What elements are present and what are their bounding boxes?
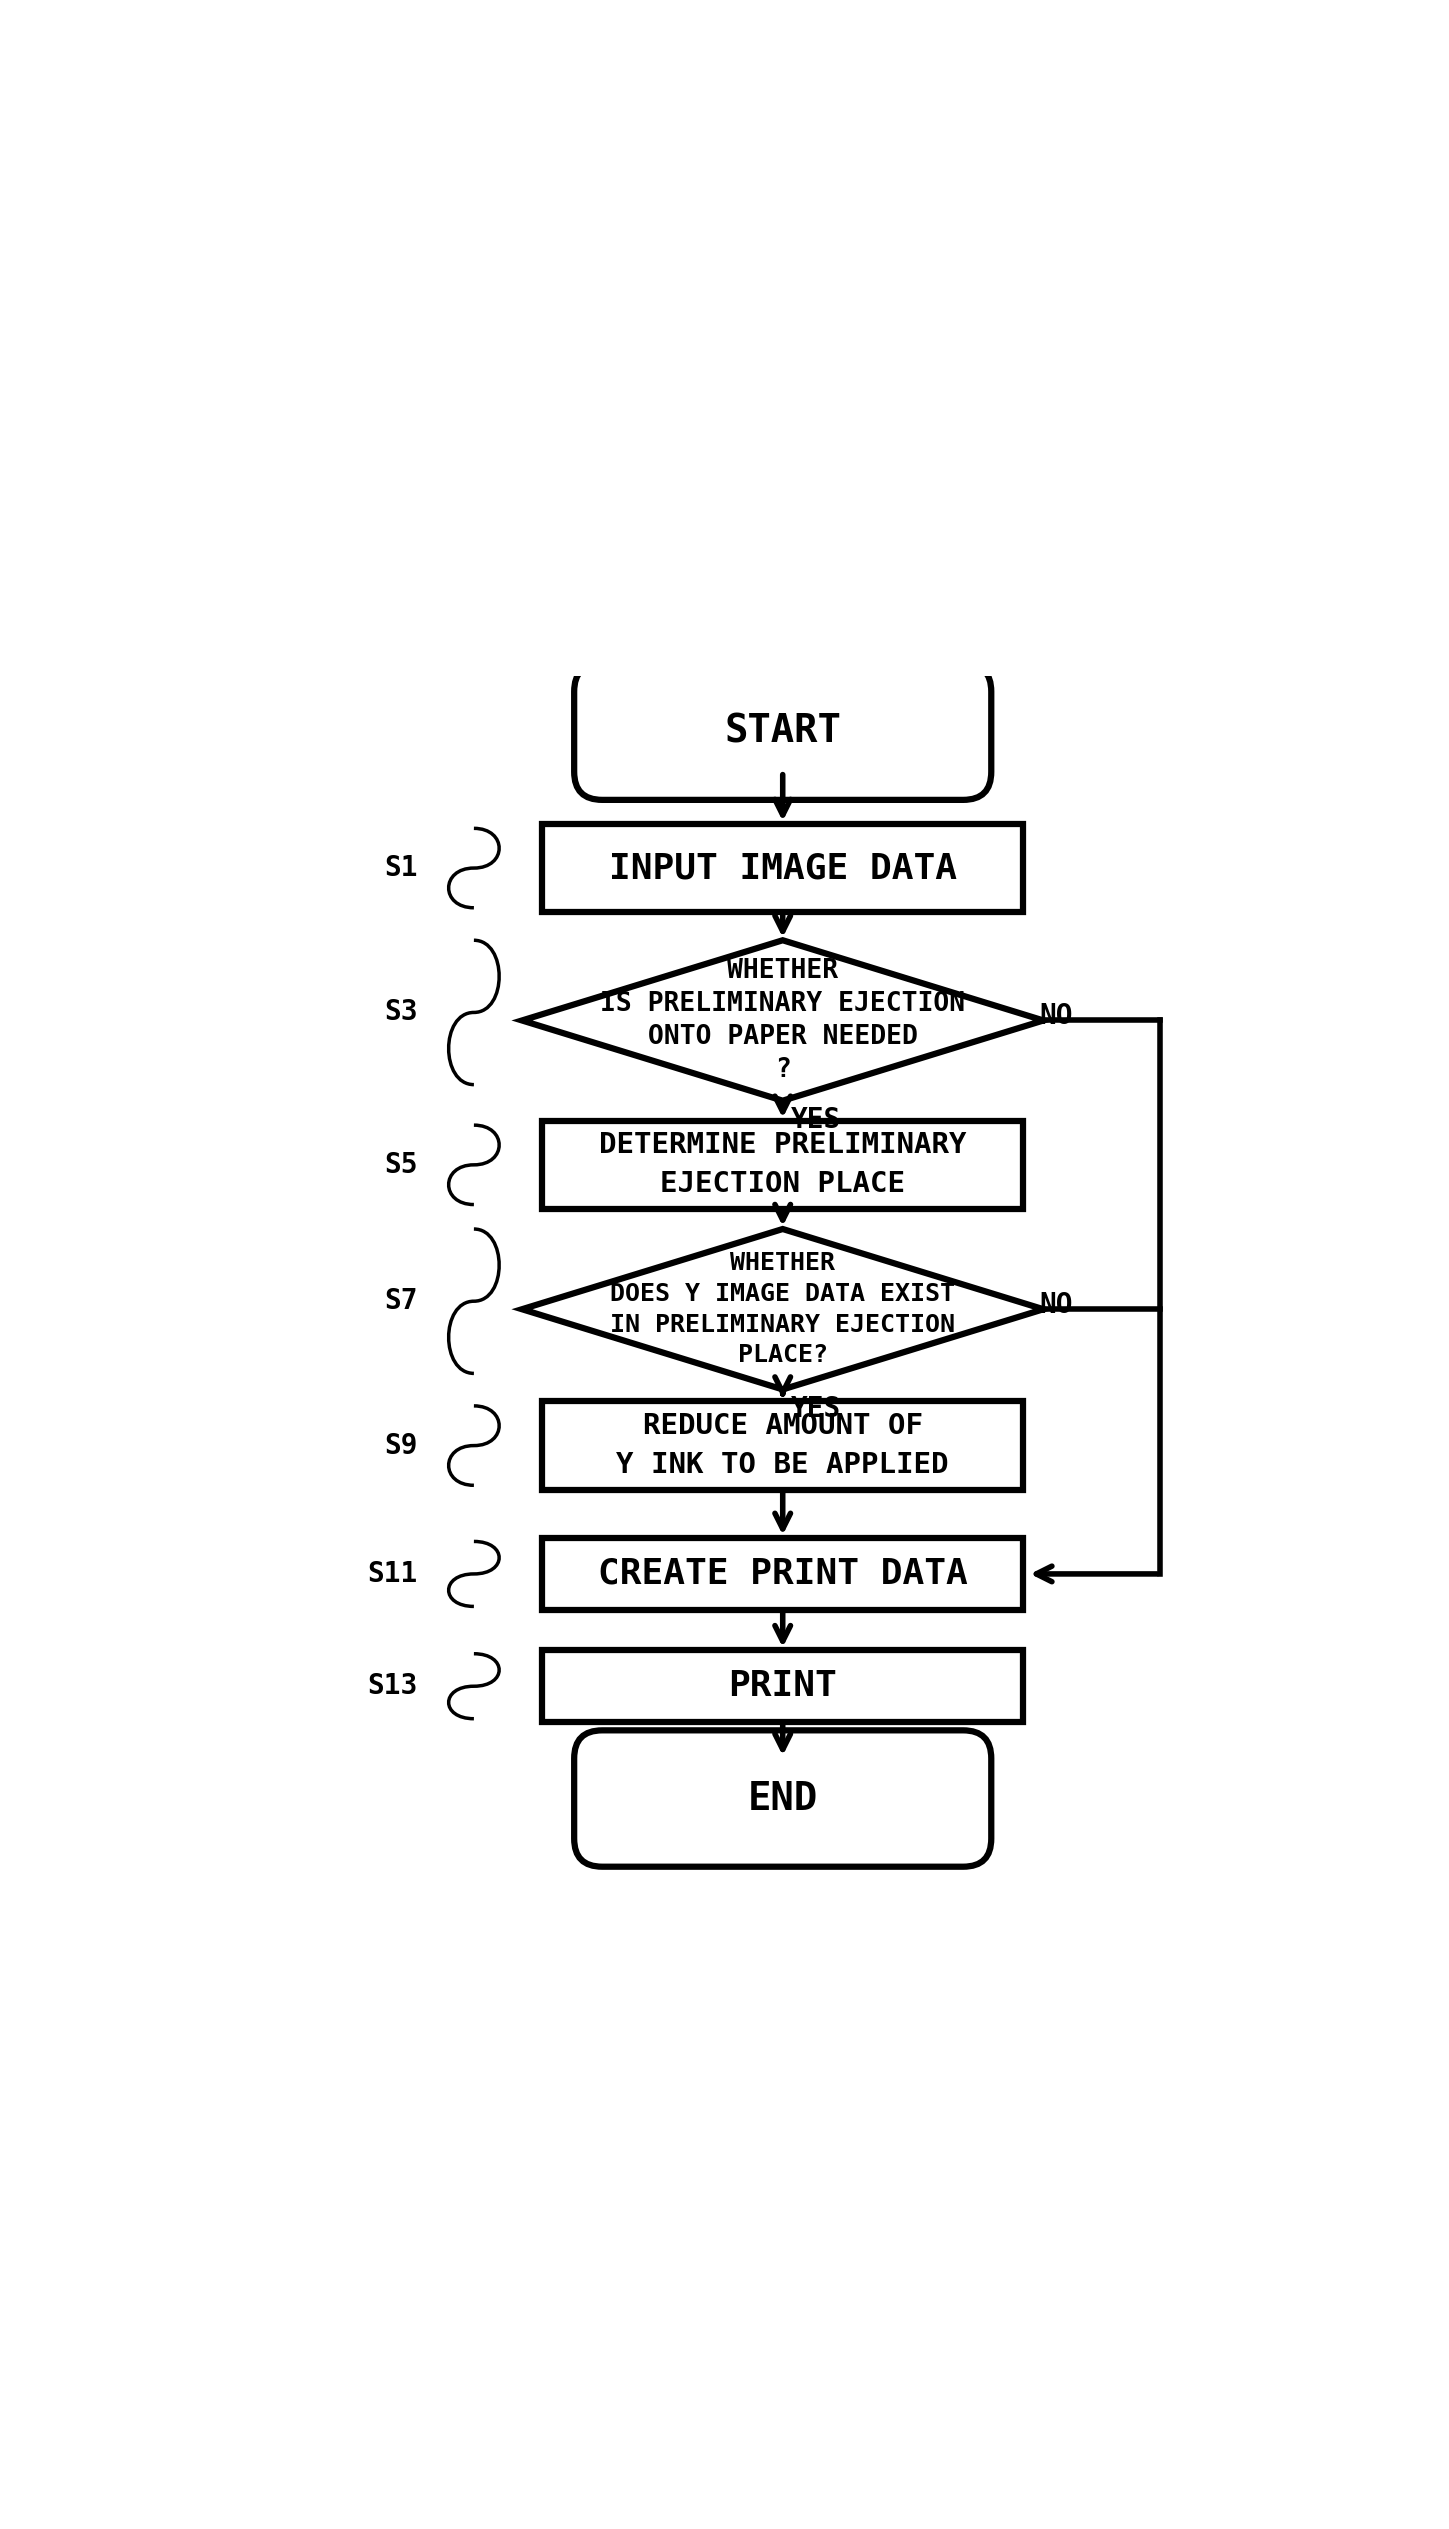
Bar — [542, 1120, 1023, 1209]
Bar — [542, 1649, 1023, 1722]
Text: NO: NO — [1039, 1292, 1072, 1320]
Text: S1: S1 — [384, 855, 417, 883]
FancyBboxPatch shape — [574, 1730, 991, 1866]
Text: PRINT: PRINT — [729, 1669, 838, 1702]
Text: S11: S11 — [368, 1560, 417, 1588]
Text: WHETHER
IS PRELIMINARY EJECTION
ONTO PAPER NEEDED
?: WHETHER IS PRELIMINARY EJECTION ONTO PAP… — [600, 958, 965, 1082]
Text: WHETHER
DOES Y IMAGE DATA EXIST
IN PRELIMINARY EJECTION
PLACE?: WHETHER DOES Y IMAGE DATA EXIST IN PRELI… — [610, 1252, 955, 1368]
Text: START: START — [724, 713, 842, 751]
Text: YES: YES — [791, 1396, 840, 1424]
Text: S7: S7 — [384, 1287, 417, 1315]
Text: S13: S13 — [368, 1672, 417, 1699]
Text: DETERMINE PRELIMINARY
EJECTION PLACE: DETERMINE PRELIMINARY EJECTION PLACE — [598, 1130, 966, 1199]
Text: CREATE PRINT DATA: CREATE PRINT DATA — [598, 1558, 968, 1591]
Text: END: END — [748, 1780, 817, 1818]
Text: S3: S3 — [384, 999, 417, 1027]
Text: S5: S5 — [384, 1151, 417, 1179]
Bar — [542, 1401, 1023, 1490]
Polygon shape — [522, 1229, 1043, 1388]
Bar — [542, 1538, 1023, 1611]
Text: YES: YES — [791, 1105, 840, 1136]
Text: INPUT IMAGE DATA: INPUT IMAGE DATA — [609, 852, 956, 885]
Text: S9: S9 — [384, 1431, 417, 1459]
Text: REDUCE AMOUNT OF
Y INK TO BE APPLIED: REDUCE AMOUNT OF Y INK TO BE APPLIED — [616, 1411, 949, 1479]
Bar — [542, 824, 1023, 913]
FancyBboxPatch shape — [574, 663, 991, 799]
Polygon shape — [522, 941, 1043, 1100]
Text: NO: NO — [1039, 1001, 1072, 1029]
